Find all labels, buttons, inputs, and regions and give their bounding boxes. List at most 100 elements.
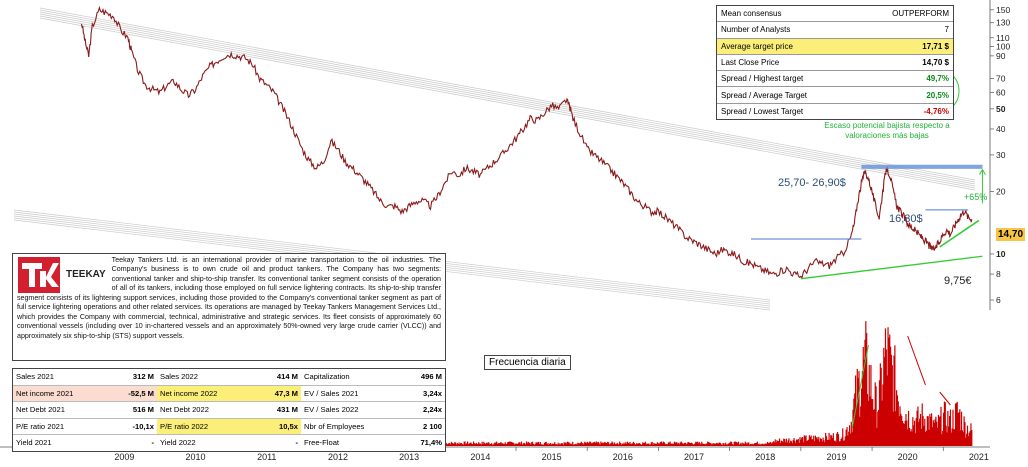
volume-bar xyxy=(953,429,955,446)
volume-bar xyxy=(818,436,820,446)
y-tick-label: 110 xyxy=(996,33,1010,43)
volume-bar xyxy=(613,442,616,446)
volume-bar xyxy=(901,415,903,446)
volume-bar xyxy=(959,409,961,446)
volume-bar xyxy=(839,441,841,446)
volume-bar xyxy=(932,420,934,446)
volume-bar xyxy=(747,442,749,446)
volume-bar xyxy=(614,444,617,446)
last-price-tag: 14,70 xyxy=(996,228,1026,241)
volume-bar xyxy=(851,432,853,446)
volume-bar xyxy=(749,444,751,446)
volume-bar xyxy=(738,444,740,446)
financials-row: Sales 2021 312 M Sales 2022 414 M Capitaliza… xyxy=(13,369,445,386)
volume-bar xyxy=(468,443,470,446)
volume-bar xyxy=(685,444,687,446)
volume-bar xyxy=(510,441,512,446)
volume-bar xyxy=(548,444,550,446)
consensus-value: 20,5% xyxy=(926,90,949,100)
volume-bar xyxy=(867,400,869,446)
volume-bar xyxy=(705,443,707,446)
volume-bar xyxy=(578,443,581,446)
volume-bar xyxy=(650,442,652,446)
volume-bar xyxy=(519,443,522,446)
volume-bar xyxy=(826,439,828,446)
volume-bar xyxy=(660,441,663,446)
volume-bar xyxy=(815,437,817,446)
volume-bar xyxy=(542,444,544,446)
volume-bar xyxy=(681,442,683,446)
volume-bar xyxy=(676,442,678,446)
volume-bar xyxy=(513,442,515,446)
teekay-logo-icon xyxy=(18,257,60,293)
volume-bar xyxy=(793,438,795,446)
volume-bar xyxy=(654,443,656,446)
volume-bar xyxy=(591,443,593,446)
volume-bar xyxy=(508,441,510,446)
volume-bar xyxy=(769,441,771,446)
volume-bar xyxy=(619,441,621,446)
volume-bar xyxy=(917,406,919,446)
volume-bar xyxy=(624,443,626,446)
volume-bar xyxy=(718,442,720,446)
volume-bar xyxy=(678,444,681,446)
financials-cell: Sales 2021 312 M xyxy=(13,369,157,385)
volume-bar xyxy=(501,443,503,446)
x-tick-label: 2018 xyxy=(755,452,775,462)
volume-bar xyxy=(600,441,602,446)
volume-bar xyxy=(752,444,754,446)
price-line xyxy=(81,5,973,280)
volume-bar xyxy=(819,438,822,446)
volume-bar xyxy=(530,444,532,446)
volume-bar xyxy=(593,442,595,446)
volume-bar xyxy=(562,444,564,446)
volume-bar xyxy=(506,443,508,446)
volume-bar xyxy=(772,441,775,446)
financials-label: Net income 2022 xyxy=(160,388,218,398)
volume-bar xyxy=(704,444,706,446)
volume-bar xyxy=(547,443,549,446)
financials-value: 47,3 M xyxy=(274,388,298,398)
volume-bar xyxy=(748,442,750,446)
volume-bar xyxy=(590,443,593,446)
volume-bar xyxy=(710,444,712,446)
volume-bar xyxy=(463,441,465,446)
volume-bar xyxy=(960,411,963,446)
volume-bar xyxy=(697,443,699,446)
volume-bar xyxy=(845,429,847,446)
volume-bar xyxy=(543,444,545,446)
volume-bar xyxy=(609,443,611,446)
volume-bar xyxy=(467,444,470,446)
volume-bar xyxy=(795,442,797,446)
volume-bar xyxy=(476,443,478,446)
volume-bar xyxy=(735,441,737,446)
volume-bar xyxy=(707,441,709,446)
volume-bar xyxy=(560,444,562,446)
volume-bar xyxy=(514,444,516,446)
volume-bar xyxy=(570,443,572,446)
volume-bar xyxy=(585,443,587,446)
volume-bar xyxy=(882,384,884,446)
volume-bar xyxy=(509,441,511,446)
volume-bar xyxy=(514,443,517,446)
volume-bar xyxy=(478,443,481,446)
volume-bar xyxy=(874,382,876,446)
x-tick-label: 2020 xyxy=(898,452,918,462)
y-tick-label: 6 xyxy=(996,295,1001,305)
volume-bar xyxy=(512,442,514,446)
volume-bars xyxy=(444,321,973,446)
volume-bar xyxy=(636,443,638,446)
volume-bar xyxy=(649,444,651,446)
volume-bar xyxy=(948,415,951,446)
volume-bar xyxy=(754,442,757,446)
financials-label: EV / Sales 2022 xyxy=(304,405,359,415)
channel-upper-line xyxy=(39,7,976,181)
volume-bar xyxy=(621,443,623,446)
volume-bar xyxy=(805,435,807,446)
volume-down-arrow xyxy=(907,335,926,386)
volume-bar xyxy=(956,401,958,446)
volume-bar xyxy=(457,443,459,446)
volume-bar xyxy=(649,444,652,446)
level-1630-label: 16,30$ xyxy=(889,213,923,225)
